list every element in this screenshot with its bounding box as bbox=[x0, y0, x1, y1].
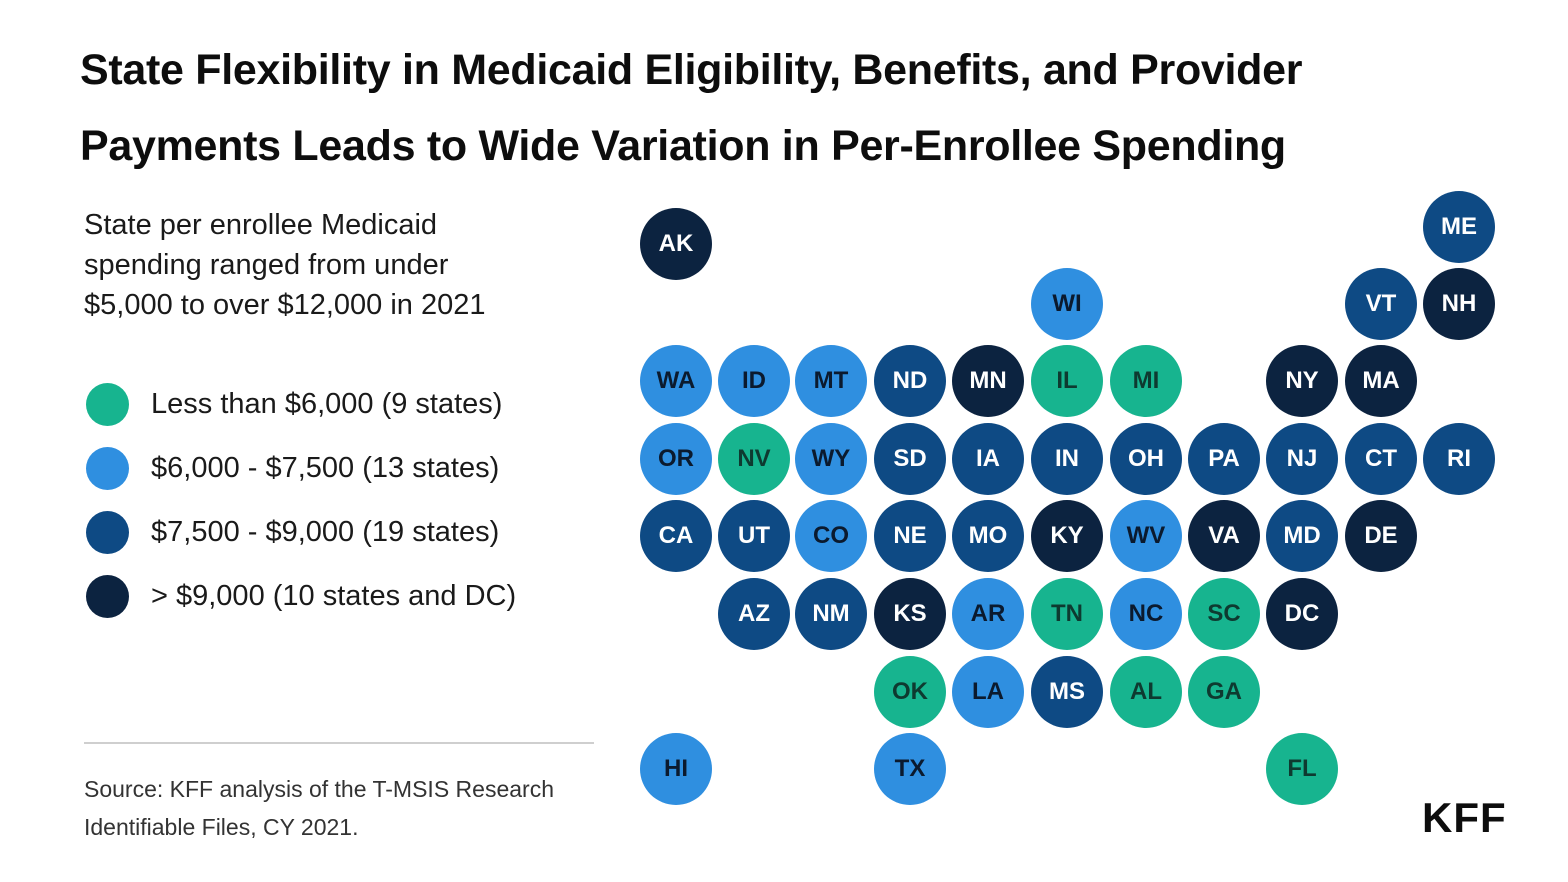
state-IA[interactable]: IA bbox=[952, 423, 1024, 495]
source-note: Source: KFF analysis of the T-MSIS Resea… bbox=[84, 776, 554, 840]
legend-swatch-7500-9000 bbox=[86, 510, 129, 554]
state-CA[interactable]: CA bbox=[640, 500, 712, 572]
legend-item-over-9000: > $9,000 (10 states and DC) bbox=[86, 564, 516, 628]
state-OR[interactable]: OR bbox=[640, 423, 712, 495]
legend-label-under-6000: Less than $6,000 (9 states) bbox=[151, 387, 503, 420]
state-RI[interactable]: RI bbox=[1423, 423, 1495, 495]
state-KS[interactable]: KS bbox=[874, 578, 946, 650]
state-TX[interactable]: TX bbox=[874, 733, 946, 805]
state-AK[interactable]: AK bbox=[640, 208, 712, 280]
state-IN[interactable]: IN bbox=[1031, 423, 1103, 495]
state-FL[interactable]: FL bbox=[1266, 733, 1338, 805]
legend: Less than $6,000 (9 states) $6,000 - $7,… bbox=[86, 372, 516, 628]
state-OK[interactable]: OK bbox=[874, 656, 946, 728]
legend-label-over-9000: > $9,000 (10 states and DC) bbox=[151, 579, 517, 612]
legend-label-6000-7500: $6,000 - $7,500 (13 states) bbox=[151, 451, 500, 484]
state-SD[interactable]: SD bbox=[874, 423, 946, 495]
state-HI[interactable]: HI bbox=[640, 733, 712, 805]
state-MO[interactable]: MO bbox=[952, 500, 1024, 572]
state-SC[interactable]: SC bbox=[1188, 578, 1260, 650]
state-CO[interactable]: CO bbox=[795, 500, 867, 572]
state-VT[interactable]: VT bbox=[1345, 268, 1417, 340]
state-NY[interactable]: NY bbox=[1266, 345, 1338, 417]
legend-swatch-under-6000 bbox=[86, 382, 129, 426]
state-NC[interactable]: NC bbox=[1110, 578, 1182, 650]
state-OH[interactable]: OH bbox=[1110, 423, 1182, 495]
state-DE[interactable]: DE bbox=[1345, 500, 1417, 572]
legend-swatch-over-9000 bbox=[86, 574, 129, 618]
state-KY[interactable]: KY bbox=[1031, 500, 1103, 572]
state-DC[interactable]: DC bbox=[1266, 578, 1338, 650]
state-NJ[interactable]: NJ bbox=[1266, 423, 1338, 495]
state-NV[interactable]: NV bbox=[718, 423, 790, 495]
legend-item-6000-7500: $6,000 - $7,500 (13 states) bbox=[86, 436, 516, 500]
legend-item-under-6000: Less than $6,000 (9 states) bbox=[86, 372, 516, 436]
state-WY[interactable]: WY bbox=[795, 423, 867, 495]
state-MT[interactable]: MT bbox=[795, 345, 867, 417]
state-AZ[interactable]: AZ bbox=[718, 578, 790, 650]
state-AR[interactable]: AR bbox=[952, 578, 1024, 650]
title-line-2: Payments Leads to Wide Variation in Per-… bbox=[80, 122, 1286, 170]
state-NE[interactable]: NE bbox=[874, 500, 946, 572]
state-GA[interactable]: GA bbox=[1188, 656, 1260, 728]
state-WI[interactable]: WI bbox=[1031, 268, 1103, 340]
state-ME[interactable]: ME bbox=[1423, 191, 1495, 263]
state-MI[interactable]: MI bbox=[1110, 345, 1182, 417]
state-NM[interactable]: NM bbox=[795, 578, 867, 650]
state-IL[interactable]: IL bbox=[1031, 345, 1103, 417]
legend-swatch-6000-7500 bbox=[86, 446, 129, 490]
legend-item-7500-9000: $7,500 - $9,000 (19 states) bbox=[86, 500, 516, 564]
state-ND[interactable]: ND bbox=[874, 345, 946, 417]
state-MN[interactable]: MN bbox=[952, 345, 1024, 417]
state-WA[interactable]: WA bbox=[640, 345, 712, 417]
divider bbox=[84, 742, 594, 744]
state-MD[interactable]: MD bbox=[1266, 500, 1338, 572]
kff-logo: KFF bbox=[1422, 794, 1507, 841]
state-WV[interactable]: WV bbox=[1110, 500, 1182, 572]
legend-label-7500-9000: $7,500 - $9,000 (19 states) bbox=[151, 515, 500, 548]
state-PA[interactable]: PA bbox=[1188, 423, 1260, 495]
state-VA[interactable]: VA bbox=[1188, 500, 1260, 572]
state-UT[interactable]: UT bbox=[718, 500, 790, 572]
state-CT[interactable]: CT bbox=[1345, 423, 1417, 495]
state-AL[interactable]: AL bbox=[1110, 656, 1182, 728]
state-ID[interactable]: ID bbox=[718, 345, 790, 417]
chart-title: State Flexibility in Medicaid Eligibilit… bbox=[80, 32, 1520, 184]
state-NH[interactable]: NH bbox=[1423, 268, 1495, 340]
state-LA[interactable]: LA bbox=[952, 656, 1024, 728]
state-TN[interactable]: TN bbox=[1031, 578, 1103, 650]
subtitle: State per enrollee Medicaid spending ran… bbox=[84, 209, 486, 321]
title-line-1: State Flexibility in Medicaid Eligibilit… bbox=[80, 46, 1303, 94]
state-MA[interactable]: MA bbox=[1345, 345, 1417, 417]
state-MS[interactable]: MS bbox=[1031, 656, 1103, 728]
